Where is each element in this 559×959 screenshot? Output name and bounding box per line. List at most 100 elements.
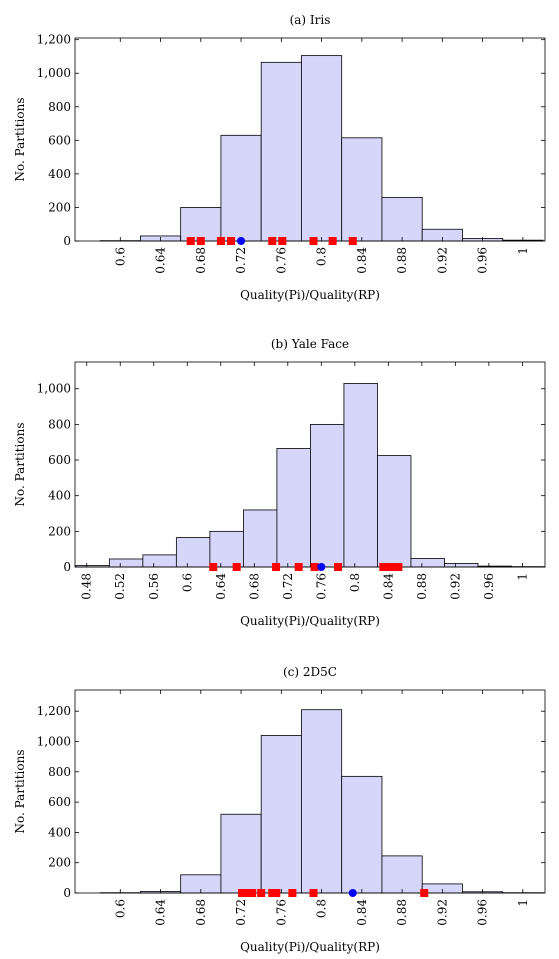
point [238, 889, 247, 897]
x-tick-label: 0.68 [194, 899, 208, 926]
point [237, 237, 246, 245]
point [243, 889, 252, 897]
y-tick-label: 200 [48, 856, 71, 870]
point [232, 563, 241, 571]
subplot-title: (c) 2D5C [283, 665, 337, 679]
y-tick-label: 400 [48, 825, 71, 839]
x-tick-label: 0.8 [315, 899, 329, 918]
y-tick-label: 200 [48, 524, 71, 538]
bar [341, 137, 383, 242]
bar [377, 455, 412, 568]
point [420, 889, 429, 897]
y-tick-label: 0 [63, 234, 71, 248]
y-tick-label: 800 [48, 100, 71, 114]
y-tick-label: 600 [48, 133, 71, 147]
bar [180, 207, 222, 242]
y-tick-label: 1,000 [37, 66, 71, 80]
y-tick-label: 800 [48, 417, 71, 431]
x-tick-label: 0.88 [415, 573, 429, 600]
point [389, 563, 398, 571]
y-tick-label: 1,200 [37, 33, 71, 47]
x-tick-label: 0.72 [234, 247, 248, 274]
y-axis-label: No. Partitions [13, 750, 27, 834]
bar [343, 382, 378, 568]
point [226, 237, 235, 245]
y-axis-label: No. Partitions [13, 98, 27, 182]
point [334, 563, 343, 571]
bar [301, 709, 343, 894]
x-tick-label: 0.72 [234, 899, 248, 926]
bar [341, 775, 383, 894]
x-tick-label: 1 [516, 899, 530, 907]
point [268, 237, 277, 245]
subplot-title: (b) Yale Face [271, 337, 349, 351]
x-tick-label: 0.68 [247, 573, 261, 600]
point [272, 563, 281, 571]
x-tick-label: 0.64 [154, 899, 168, 926]
bar [381, 855, 423, 894]
point [257, 889, 266, 897]
point [272, 889, 281, 897]
x-tick-label: 0.64 [214, 573, 228, 600]
x-axis-label: Quality(Pi)/Quality(RP) [240, 614, 380, 628]
bar [242, 509, 278, 568]
point [309, 237, 318, 245]
x-tick-label: 0.56 [147, 573, 161, 600]
bar [220, 134, 262, 242]
bar [209, 530, 244, 568]
x-tick-label: 0.72 [281, 573, 295, 600]
y-tick-label: 600 [48, 795, 71, 809]
x-tick-label: 0.88 [395, 899, 409, 926]
x-tick-label: 0.92 [435, 899, 449, 926]
y-tick-label: 1,200 [37, 704, 71, 718]
bar [410, 558, 445, 568]
y-tick-label: 400 [48, 167, 71, 181]
x-tick-label: 0.76 [274, 247, 288, 274]
point [384, 563, 393, 571]
point [278, 237, 287, 245]
point [288, 889, 297, 897]
y-tick-label: 0 [63, 560, 71, 574]
point [348, 889, 357, 897]
bar [301, 55, 343, 242]
subplot-title: (a) Iris [290, 13, 331, 27]
x-tick-label: 0.6 [113, 899, 127, 918]
y-tick-label: 600 [48, 453, 71, 467]
x-tick-label: 0.76 [274, 899, 288, 926]
x-tick-label: 0.8 [348, 573, 362, 592]
bar [175, 537, 211, 568]
x-tick-label: 1 [516, 247, 530, 255]
x-tick-label: 0.6 [113, 247, 127, 266]
x-tick-label: 0.8 [315, 247, 329, 266]
bar [381, 196, 423, 242]
x-tick-label: 0.96 [476, 247, 490, 274]
x-tick-label: 0.64 [154, 247, 168, 274]
x-tick-label: 0.92 [435, 247, 449, 274]
point [294, 563, 303, 571]
point [310, 563, 319, 571]
x-tick-label: 1 [515, 573, 529, 581]
x-tick-label: 0.76 [314, 573, 328, 600]
bar [220, 813, 262, 894]
y-tick-label: 200 [48, 200, 71, 214]
x-tick-label: 0.88 [395, 247, 409, 274]
bar [142, 554, 177, 568]
y-tick-label: 1,000 [37, 382, 71, 396]
x-tick-label: 0.84 [355, 247, 369, 274]
bar [444, 563, 479, 568]
point [248, 889, 257, 897]
y-tick-label: 400 [48, 489, 71, 503]
x-tick-label: 0.96 [476, 899, 490, 926]
x-tick-label: 0.6 [180, 573, 194, 592]
x-axis-label: Quality(Pi)/Quality(RP) [240, 288, 380, 302]
x-tick-label: 0.48 [80, 573, 94, 600]
x-tick-label: 0.84 [355, 899, 369, 926]
point [348, 237, 357, 245]
x-tick-label: 0.84 [381, 573, 395, 600]
point [209, 563, 218, 571]
plot-frame [74, 361, 546, 568]
y-tick-label: 0 [63, 886, 71, 900]
bar [276, 448, 311, 568]
bar [260, 735, 302, 894]
